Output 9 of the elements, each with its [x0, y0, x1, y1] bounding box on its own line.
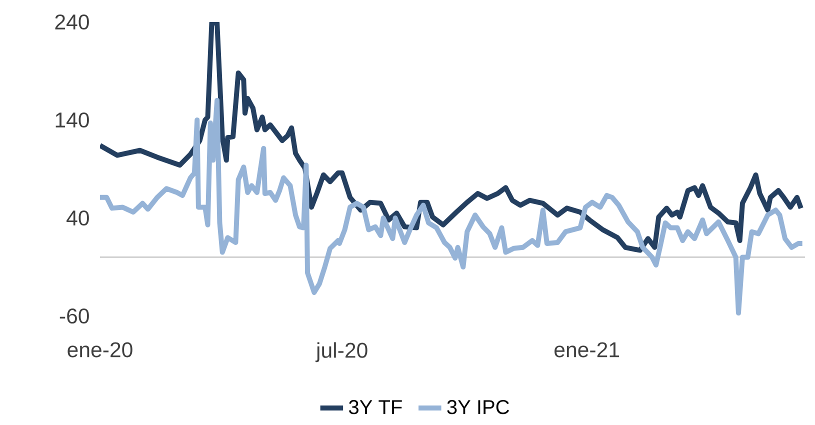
legend-label: 3Y IPC [447, 400, 510, 414]
x-tick-label: ene-20 [68, 342, 132, 358]
legend-label: 3Y TF [348, 400, 402, 414]
y-tick-label: 140 [56, 112, 89, 128]
x-tick-label: jul-20 [315, 342, 368, 362]
y-tick-label: 240 [55, 14, 89, 30]
x-tick-label: ene-21 [554, 342, 619, 358]
y-tick-label: 40 [66, 210, 89, 226]
y-tick-label: -60 [60, 308, 89, 324]
